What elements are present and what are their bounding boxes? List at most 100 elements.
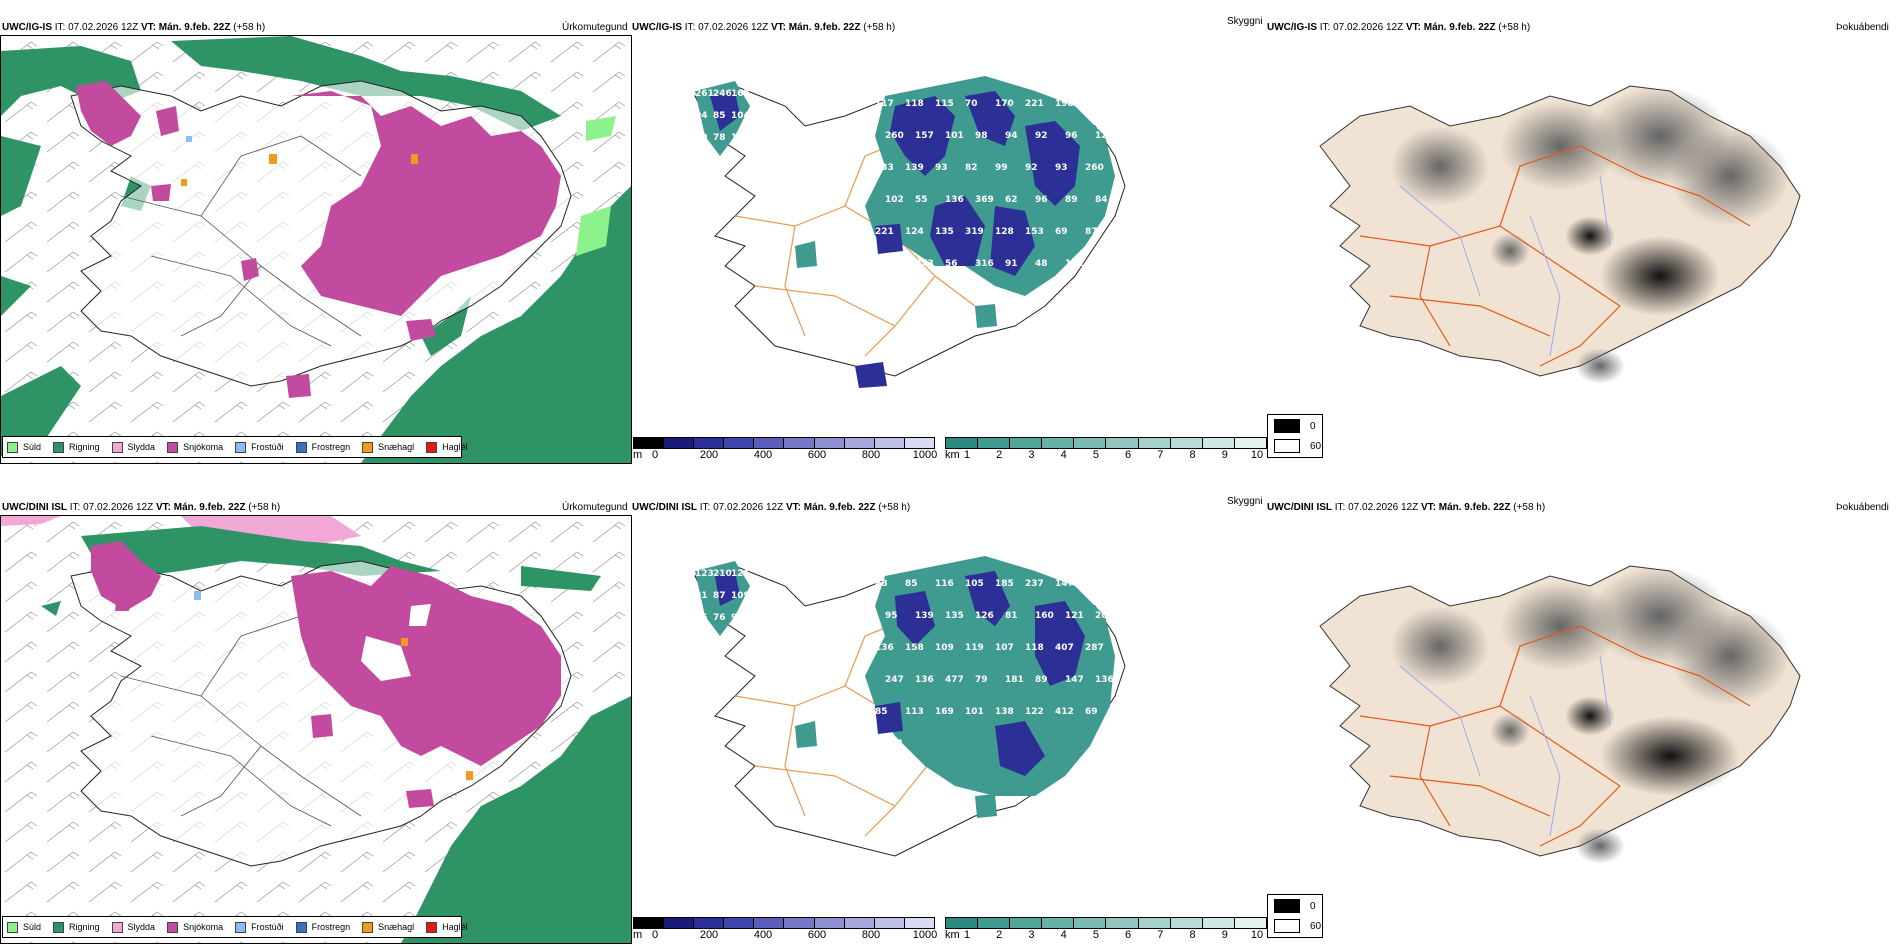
legend-item-snaehagl: Snæhagl — [362, 921, 414, 933]
visibility-value-label: 221 — [1025, 99, 1044, 109]
visibility-value-label: 181 — [1005, 675, 1024, 685]
visibility-value-label: 133 — [875, 163, 894, 173]
visibility-value-label: 139 — [905, 163, 924, 173]
visibility-value-label: 373 — [915, 259, 934, 269]
colorbar-segment — [1105, 438, 1138, 448]
precip-map-row2 — [0, 515, 632, 944]
visibility-value-label: 136 — [945, 195, 964, 205]
colorbar-segment — [977, 918, 1010, 928]
colorbar-tick-label: 4 — [1060, 929, 1067, 941]
colorbar-tick-label: 1 — [963, 449, 971, 461]
visibility-value-label: 94 — [1005, 131, 1018, 141]
visibility-value-label: 117 — [875, 99, 894, 109]
visibility-value-label: 98 — [975, 131, 988, 141]
fog-legend-item: 0 — [1274, 419, 1316, 433]
legend-swatch — [167, 921, 179, 933]
visibility-value-label: 319 — [965, 227, 984, 237]
visibility-value-label: 93 — [1055, 163, 1068, 173]
visibility-value-label: 102 — [731, 133, 750, 143]
legend-item-haglel: Haglél — [426, 441, 468, 453]
visibility-value-label: 185 — [995, 579, 1014, 589]
visibility-value-label: 124 — [905, 227, 924, 237]
legend-swatch — [426, 921, 438, 933]
visibility-value-label: 85 — [905, 579, 918, 589]
legend-swatch — [362, 921, 374, 933]
visibility-value-label: 85 — [875, 707, 888, 717]
fog-swatch — [1274, 919, 1300, 933]
visibility-value-label: 153 — [1025, 227, 1044, 237]
legend-item-frostregn: Frostregn — [295, 441, 350, 453]
visibility-value-label: 90 — [695, 133, 708, 143]
visibility-value-label: 113 — [905, 707, 924, 717]
visibility-value-label: 91 — [1005, 259, 1018, 269]
colorbar-segment — [1137, 918, 1170, 928]
visibility-value-label: 210 — [713, 569, 732, 579]
visibility-colorbar-row2 — [945, 917, 1267, 929]
visibility-value-label: 87 — [1085, 227, 1098, 237]
colorbar-segment — [663, 438, 694, 448]
colorbar-segment — [1041, 438, 1074, 448]
elevation-unit: m — [633, 449, 643, 461]
colorbar-tick-label: 6 — [1125, 449, 1132, 461]
visibility-value-label: 167 — [731, 89, 750, 99]
visibility-value-label: 109 — [731, 591, 750, 601]
colorbar-segment — [977, 438, 1010, 448]
visibility-value-label: 62 — [1005, 195, 1018, 205]
colorbar-segment — [873, 918, 904, 928]
legend-swatch — [7, 921, 18, 933]
colorbar-tick-label: 3 — [1028, 929, 1035, 941]
vis-title: Skyggni — [1227, 496, 1263, 507]
colorbar-tick-label: 2 — [996, 449, 1003, 461]
visibility-value-label: 136 — [875, 643, 894, 653]
colorbar-tick-label: 9 — [1221, 929, 1228, 941]
visibility-value-label: 135 — [945, 611, 964, 621]
legend-swatch — [295, 441, 307, 453]
colorbar-segment — [634, 438, 664, 448]
precip-legend-row1: Súld Rigning Slydda Snjókoma Frostúði Fr… — [2, 436, 468, 458]
elevation-unit: m — [633, 929, 643, 941]
colorbar-segment — [903, 918, 934, 928]
visibility-value-label: 124 — [885, 259, 904, 269]
colorbar-tick-label: 5 — [1092, 929, 1099, 941]
colorbar-tick-label: 3 — [1028, 449, 1035, 461]
visibility-value-label: 94 — [695, 111, 708, 121]
visibility-value-label: 95 — [695, 613, 708, 623]
visibility-value-label: 105 — [965, 579, 984, 589]
visibility-value-label: 93 — [935, 163, 948, 173]
legend-swatch — [167, 441, 179, 453]
colorbar-segment — [946, 438, 978, 448]
visibility-value-label: 260 — [885, 131, 904, 141]
colorbar-tick-label: 600 — [807, 929, 827, 941]
vis-panel-title: UWC/DINI ISL IT: 07.02.2026 12Z VT: Mán.… — [632, 502, 911, 513]
visibility-value-label: 119 — [965, 643, 984, 653]
legend-item-frostregn: Frostregn — [295, 921, 350, 933]
colorbar-segment — [1009, 918, 1042, 928]
visibility-value-label: 56 — [945, 259, 958, 269]
visibility-colorbar-row1 — [945, 437, 1267, 449]
visibility-value-label: 160 — [1035, 611, 1054, 621]
legend-item-snjokoma: Snjókoma — [167, 441, 223, 453]
visibility-value-label: 89 — [1065, 195, 1078, 205]
colorbar-segment — [753, 918, 784, 928]
visibility-unit: km — [945, 929, 960, 941]
legend-item-sudd: Súld — [7, 921, 41, 933]
colorbar-tick-label: 0 — [651, 929, 659, 941]
visibility-value-label: 92 — [1025, 163, 1038, 173]
fog-swatch — [1274, 899, 1300, 913]
visibility-value-label: 247 — [885, 675, 904, 685]
colorbar-tick-label: 9 — [1221, 449, 1228, 461]
fog-legend-item: 0 — [1274, 899, 1316, 913]
colorbar-tick-label: 200 — [699, 929, 719, 941]
visibility-value-label: 79 — [975, 675, 988, 685]
visibility-value-label: 102 — [885, 195, 904, 205]
colorbar-segment — [663, 918, 694, 928]
precip-map-row1 — [0, 35, 632, 464]
fog-swatch — [1274, 439, 1300, 453]
visibility-value-label: 87 — [713, 591, 726, 601]
visibility-value-label: 69 — [1085, 707, 1098, 717]
colorbar-segment — [813, 918, 844, 928]
visibility-value-label: 369 — [975, 195, 994, 205]
colorbar-tick-label: 6 — [1125, 929, 1132, 941]
colorbar-tick-label: 4 — [1060, 449, 1067, 461]
colorbar-tick-label: 200 — [699, 449, 719, 461]
